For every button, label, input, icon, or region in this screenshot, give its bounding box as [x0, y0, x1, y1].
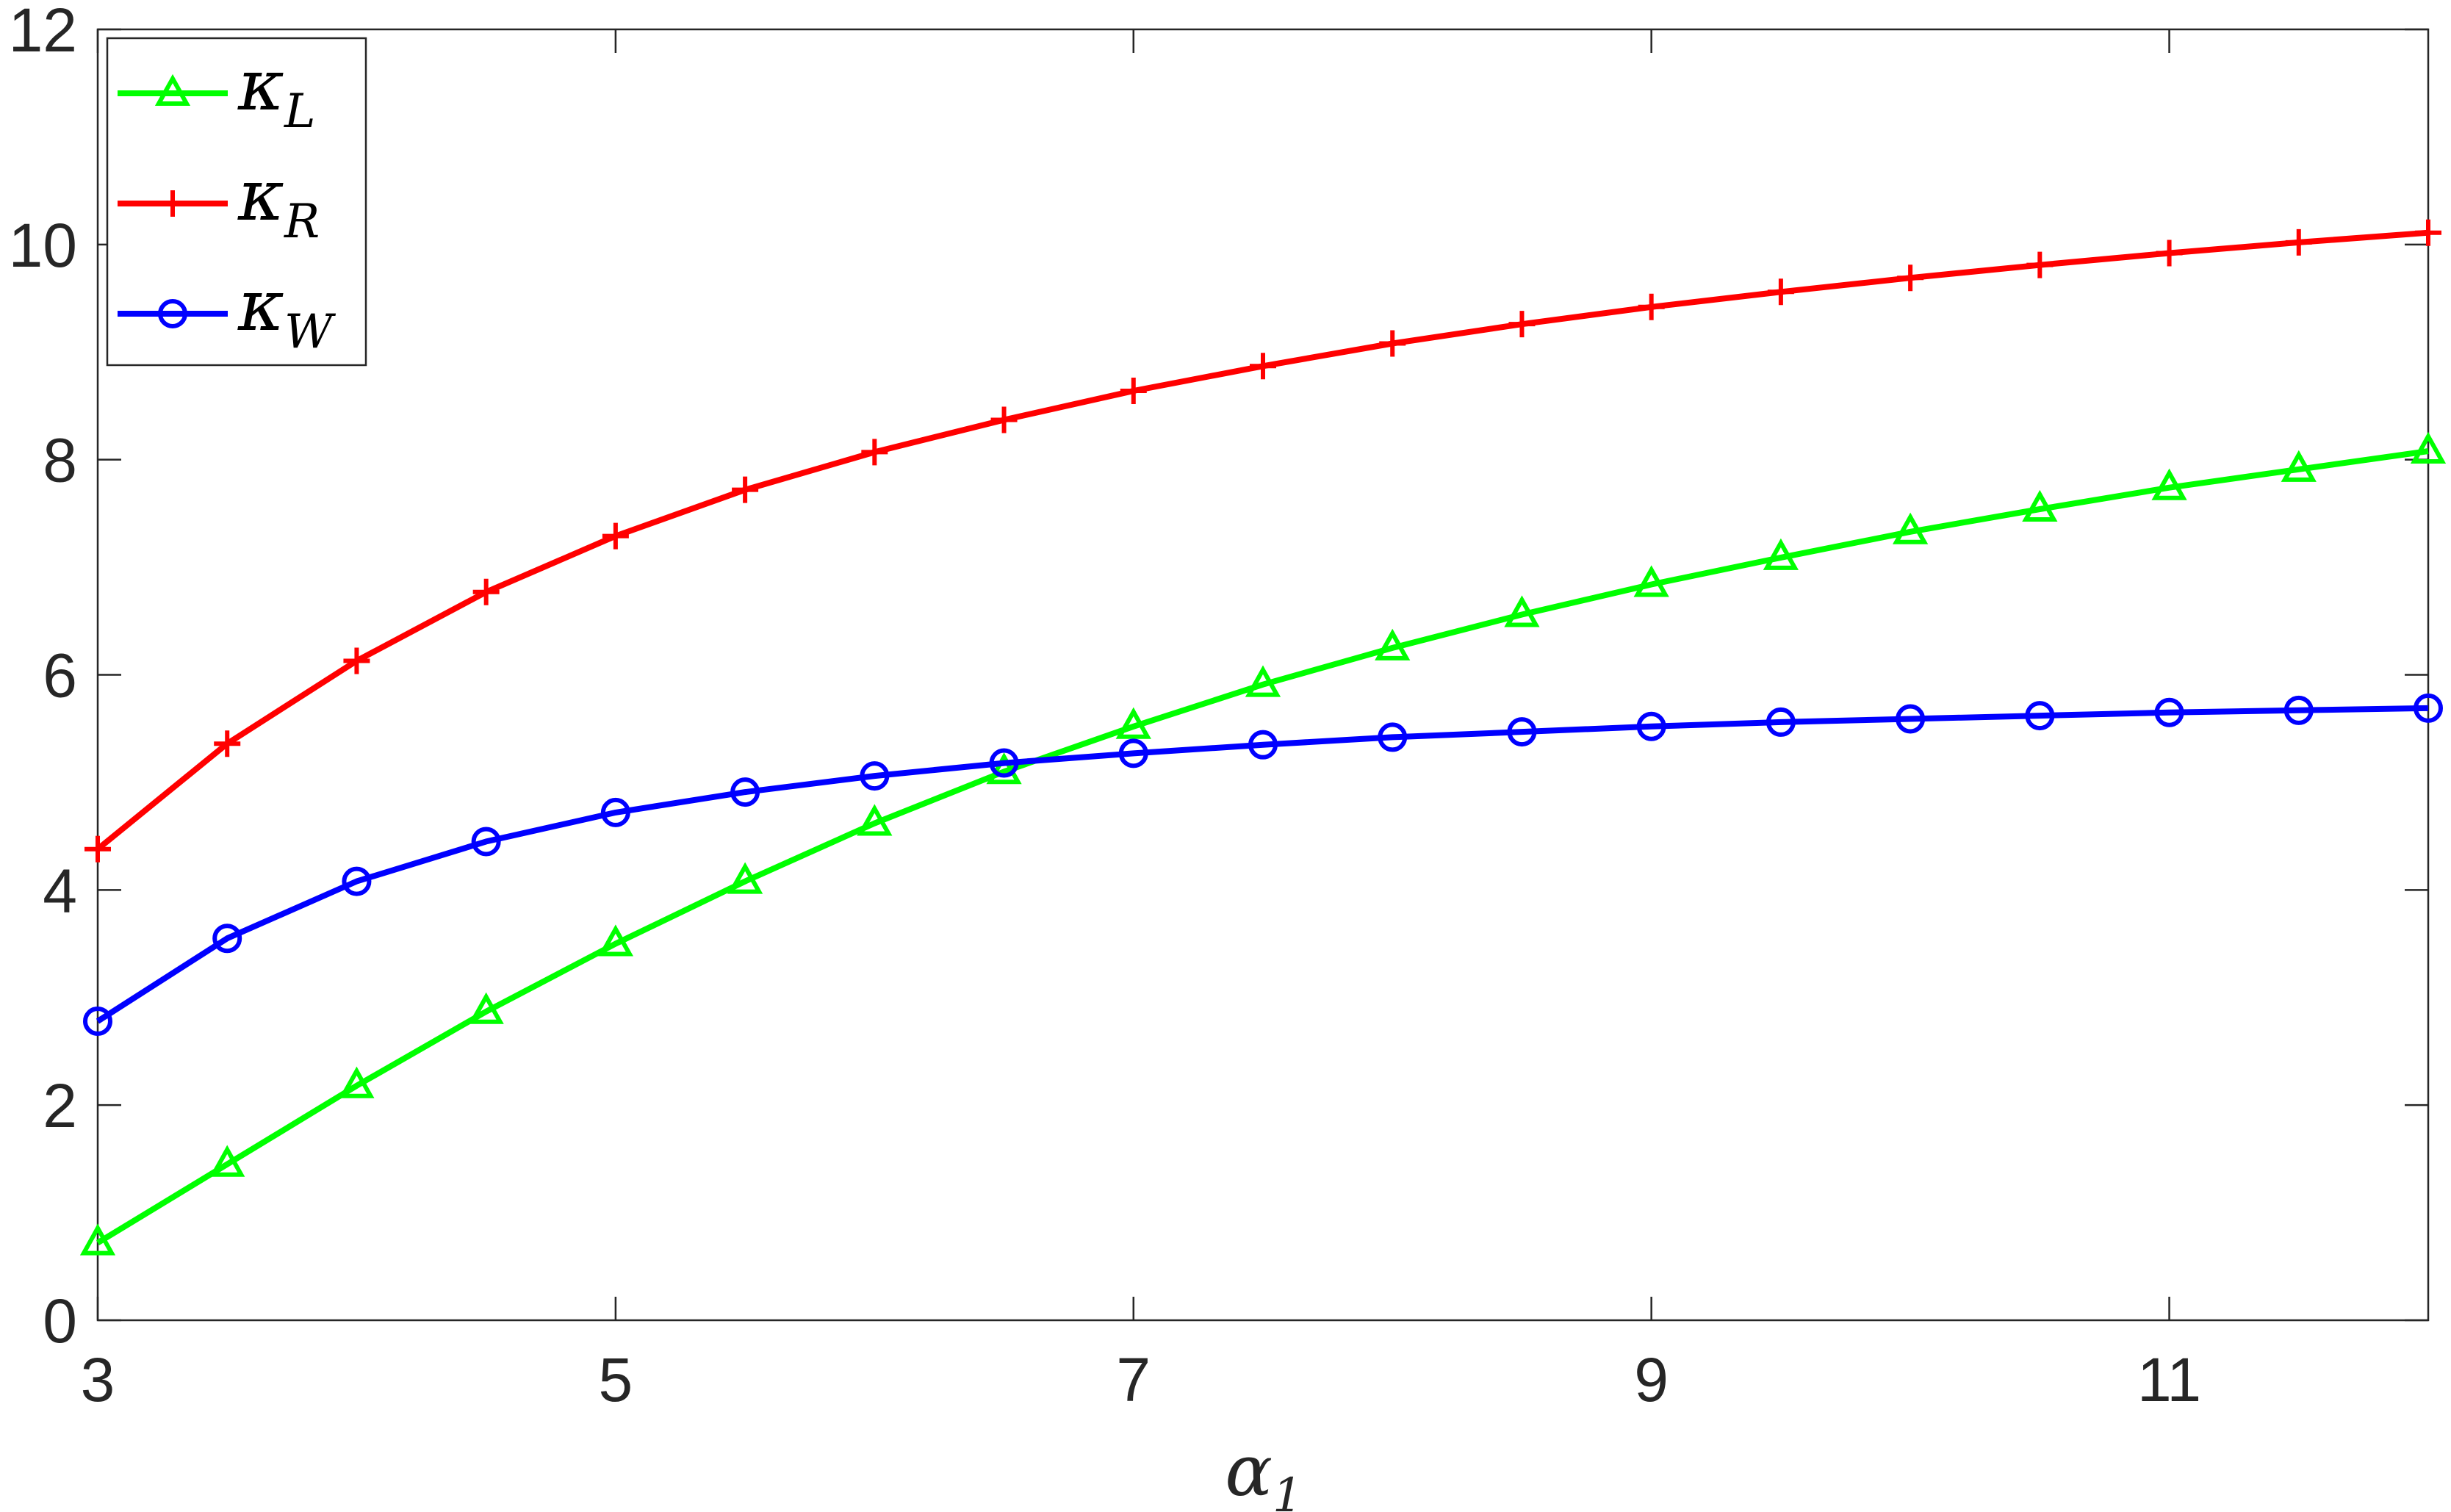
data-point-L: [1504, 595, 1540, 627]
data-point-R: [472, 578, 500, 605]
legend-subscript: L: [284, 84, 316, 139]
data-point-R: [732, 476, 759, 503]
data-point-L: [2151, 468, 2187, 500]
data-point-R: [1379, 330, 1406, 357]
data-point-W: [2283, 695, 2314, 725]
x-tick-label: 11: [2137, 1345, 2201, 1414]
legend-symbol: κ: [237, 44, 284, 126]
series-W: [83, 693, 2443, 1036]
data-point-R: [1897, 264, 1924, 292]
data-point-W: [342, 866, 372, 896]
data-point-L: [209, 1145, 245, 1177]
data-point-W: [1118, 738, 1148, 768]
x-tick-label: 9: [1634, 1345, 1669, 1414]
legend-label: κW: [237, 264, 336, 359]
data-point-L: [986, 752, 1022, 785]
legend-marker: [154, 73, 191, 106]
data-point-W: [860, 761, 890, 791]
legend-subscript: R: [284, 195, 320, 249]
y-tick-label: 6: [43, 641, 77, 710]
series-R: [84, 219, 2441, 863]
legend-marker: [158, 299, 187, 328]
legend-entry-W: κW: [118, 264, 336, 359]
data-point-W: [83, 1006, 112, 1036]
data-point-R: [343, 647, 370, 674]
data-point-L: [1245, 665, 1281, 697]
data-point-R: [2026, 251, 2054, 278]
data-point-L: [2022, 489, 2058, 522]
data-point-L: [2281, 450, 2317, 482]
data-point-R: [1508, 311, 1536, 338]
data-point-L: [727, 862, 763, 894]
data-point-R: [2156, 240, 2183, 267]
data-point-R: [602, 522, 629, 550]
legend-entry-R: κR: [118, 154, 320, 249]
data-point-R: [990, 406, 1018, 433]
data-point-W: [1636, 711, 1666, 741]
series-line-W: [96, 705, 2429, 1024]
series-L: [79, 431, 2447, 1256]
data-point-R: [84, 835, 111, 863]
data-point-L: [597, 924, 634, 957]
y-tick-label: 8: [43, 426, 77, 495]
data-point-R: [1120, 377, 1147, 404]
data-point-W: [1378, 722, 1408, 752]
legend-symbol: κ: [237, 154, 284, 237]
data-point-R: [2415, 219, 2441, 246]
data-point-W: [1896, 704, 1926, 734]
data-point-L: [339, 1066, 375, 1098]
legend-subscript: W: [284, 305, 336, 359]
y-tick-label: 12: [9, 0, 77, 65]
data-point-R: [861, 439, 888, 466]
data-point-W: [600, 797, 630, 827]
axes: 3 5 7 9 11 0 2 4 6 8 10 12: [9, 0, 2430, 1414]
data-point-L: [1633, 565, 1669, 597]
legend-marker: [159, 190, 186, 217]
data-point-L: [1763, 538, 1799, 570]
data-point-W: [471, 827, 501, 857]
x-tick-label: 7: [1116, 1345, 1151, 1414]
x-tick-label: 3: [81, 1345, 115, 1414]
y-tick-label: 10: [9, 211, 77, 280]
x-tick-label: 5: [599, 1345, 633, 1414]
legend-symbol: κ: [237, 264, 284, 347]
data-point-W: [212, 924, 242, 954]
legend-label: κL: [237, 44, 315, 139]
data-point-L: [468, 992, 504, 1024]
legend-label: κR: [237, 154, 320, 249]
data-point-W: [2154, 697, 2184, 727]
data-point-R: [1638, 293, 1665, 320]
data-point-L: [857, 804, 893, 836]
data-point-L: [1375, 628, 1411, 660]
data-point-W: [989, 748, 1019, 778]
series-line-L: [96, 448, 2429, 1246]
data-point-L: [79, 1223, 116, 1256]
series-layer: [79, 219, 2447, 1256]
data-point-L: [1892, 512, 1929, 544]
y-tick-label: 2: [43, 1071, 77, 1140]
y-tick-label: 4: [43, 856, 77, 925]
data-point-W: [730, 777, 760, 807]
data-point-W: [1766, 707, 1796, 737]
data-point-W: [2414, 693, 2443, 723]
data-point-R: [2285, 228, 2312, 256]
data-point-W: [1507, 717, 1537, 747]
data-point-L: [1115, 707, 1151, 739]
data-point-R: [1767, 278, 1794, 306]
data-point-L: [2410, 431, 2447, 464]
data-point-R: [214, 730, 241, 757]
data-point-W: [1248, 730, 1278, 760]
y-tick-label: 0: [43, 1286, 77, 1356]
legend-entry-L: κL: [118, 44, 315, 139]
data-point-W: [2025, 701, 2055, 731]
x-axis-label: α1: [1225, 1430, 1303, 1512]
data-point-R: [1250, 353, 1276, 380]
